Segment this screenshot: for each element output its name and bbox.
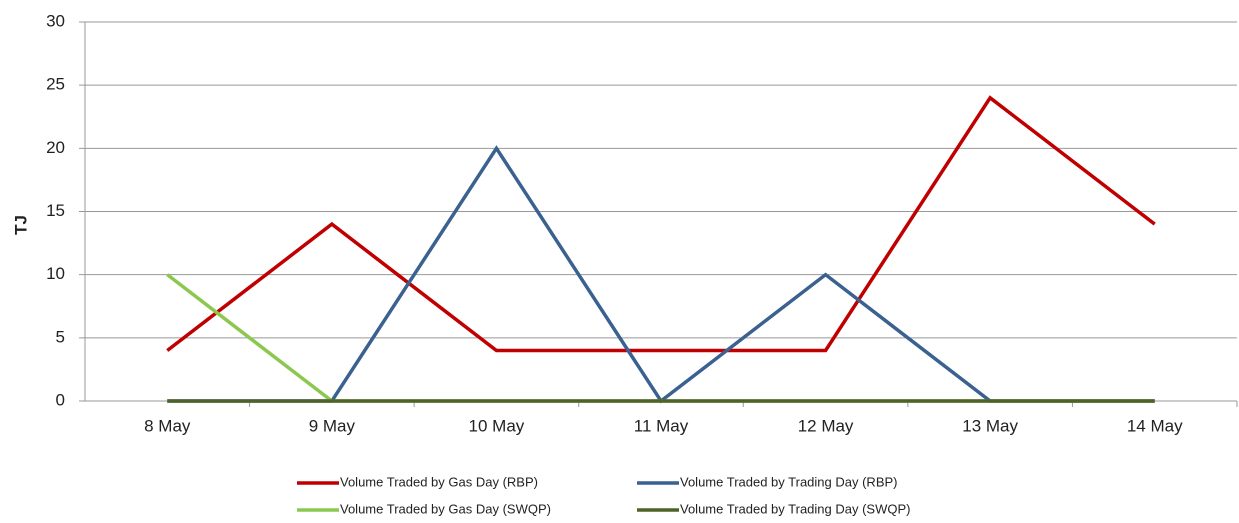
- series-line: [166, 95, 1156, 353]
- legend-label: Volume Traded by Trading Day (SWQP): [680, 501, 910, 516]
- y-tick-label: 25: [46, 75, 65, 94]
- y-tick-label: 5: [56, 327, 65, 346]
- y-tick-label: 30: [46, 11, 65, 30]
- x-tick-label: 14 May: [1127, 416, 1183, 435]
- legend-label: Volume Traded by Gas Day (RBP): [340, 474, 538, 489]
- legend-label: Volume Traded by Gas Day (SWQP): [340, 501, 551, 516]
- x-tick-label: 13 May: [962, 416, 1018, 435]
- y-axis-label: TJ: [11, 215, 30, 235]
- x-tick-label: 8 May: [144, 416, 191, 435]
- x-tick-label: 9 May: [309, 416, 356, 435]
- x-tick-label: 11 May: [634, 416, 689, 435]
- x-tick-label: 12 May: [798, 416, 854, 435]
- y-tick-label: 0: [56, 390, 65, 409]
- y-tick-label: 15: [46, 201, 65, 220]
- y-tick-label: 10: [46, 264, 65, 283]
- x-tick-label: 10 May: [469, 416, 525, 435]
- legend-label: Volume Traded by Trading Day (RBP): [680, 474, 898, 489]
- y-tick-label: 20: [46, 138, 65, 157]
